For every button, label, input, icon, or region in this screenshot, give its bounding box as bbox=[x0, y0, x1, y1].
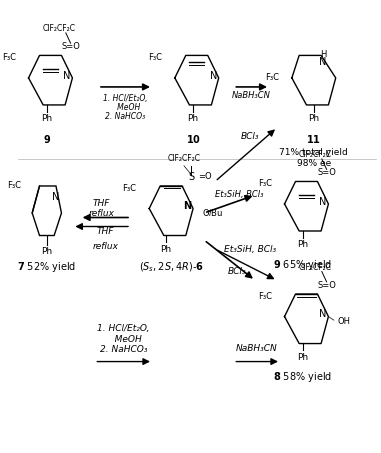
Text: S=O: S=O bbox=[317, 168, 336, 177]
Text: O$i$Bu: O$i$Bu bbox=[202, 207, 224, 218]
Text: F₃C: F₃C bbox=[265, 73, 279, 82]
Text: THF
reflux: THF reflux bbox=[89, 199, 115, 218]
Text: reflux: reflux bbox=[92, 242, 118, 251]
Text: S=O: S=O bbox=[61, 42, 80, 51]
Text: N: N bbox=[319, 57, 327, 67]
Text: F₃C: F₃C bbox=[7, 182, 21, 190]
Text: N: N bbox=[210, 71, 217, 81]
Text: Ph: Ph bbox=[187, 114, 199, 123]
Text: $\mathbf{9}$: $\mathbf{9}$ bbox=[43, 133, 51, 145]
Text: F₃C: F₃C bbox=[258, 292, 272, 301]
Text: $\mathbf{11}$: $\mathbf{11}$ bbox=[306, 133, 321, 145]
Text: $\mathbf{8}$ 58% yield: $\mathbf{8}$ 58% yield bbox=[273, 370, 332, 384]
Text: F₃C: F₃C bbox=[148, 53, 162, 62]
Text: 98% ee: 98% ee bbox=[297, 159, 331, 168]
Text: S: S bbox=[188, 172, 194, 182]
Text: Ph: Ph bbox=[308, 114, 319, 123]
Text: 71% total yield: 71% total yield bbox=[279, 148, 348, 157]
Text: $\mathbf{10}$: $\mathbf{10}$ bbox=[186, 133, 201, 145]
Text: Ph: Ph bbox=[41, 114, 53, 123]
Text: N: N bbox=[319, 309, 327, 319]
Text: ClF₂CF₂C: ClF₂CF₂C bbox=[43, 24, 76, 33]
Text: Ph: Ph bbox=[297, 240, 308, 249]
Text: BCl₃: BCl₃ bbox=[228, 267, 246, 276]
Text: ClF₂CF₂C: ClF₂CF₂C bbox=[299, 150, 332, 159]
Text: ClF₂CF₂C: ClF₂CF₂C bbox=[168, 154, 200, 164]
Text: H: H bbox=[320, 50, 326, 59]
Text: MeOH: MeOH bbox=[110, 103, 141, 112]
Text: 1. HCl/Et₂O,: 1. HCl/Et₂O, bbox=[103, 94, 148, 103]
Text: $\mathbf{7}$ 52% yield: $\mathbf{7}$ 52% yield bbox=[17, 260, 77, 274]
Text: BCl₃: BCl₃ bbox=[240, 132, 259, 141]
Text: Et₃SiH, BCl₃: Et₃SiH, BCl₃ bbox=[215, 190, 263, 199]
Text: N: N bbox=[52, 192, 60, 202]
Text: N: N bbox=[63, 71, 70, 81]
Text: 1. HCl/Et₂O,
   MeOH
2. NaHCO₃: 1. HCl/Et₂O, MeOH 2. NaHCO₃ bbox=[98, 324, 150, 354]
Text: 2. NaHCO₃: 2. NaHCO₃ bbox=[106, 112, 146, 120]
Text: =O: =O bbox=[199, 173, 212, 182]
Text: $\mathbf{9}$ 65% yield: $\mathbf{9}$ 65% yield bbox=[273, 258, 332, 272]
Text: N: N bbox=[319, 197, 327, 207]
Text: Ph: Ph bbox=[160, 245, 171, 254]
Text: N: N bbox=[184, 201, 192, 211]
Text: S=O: S=O bbox=[317, 280, 336, 289]
Text: F₃C: F₃C bbox=[2, 53, 16, 62]
Text: $(S_s, 2S, 4R)$-$\mathbf{6}$: $(S_s, 2S, 4R)$-$\mathbf{6}$ bbox=[139, 260, 203, 274]
Text: ClF₂CF₂C: ClF₂CF₂C bbox=[299, 263, 332, 271]
Text: Ph: Ph bbox=[297, 352, 308, 361]
Text: NaBH₃CN: NaBH₃CN bbox=[236, 343, 278, 352]
Text: THF: THF bbox=[97, 226, 114, 236]
Text: F₃C: F₃C bbox=[258, 179, 272, 188]
Text: Ph: Ph bbox=[41, 247, 53, 256]
Text: F₃C: F₃C bbox=[122, 184, 136, 193]
Text: NaBH₃CN: NaBH₃CN bbox=[232, 92, 271, 101]
Text: Et₃SiH, BCl₃: Et₃SiH, BCl₃ bbox=[224, 245, 276, 254]
Text: OH: OH bbox=[338, 317, 351, 326]
